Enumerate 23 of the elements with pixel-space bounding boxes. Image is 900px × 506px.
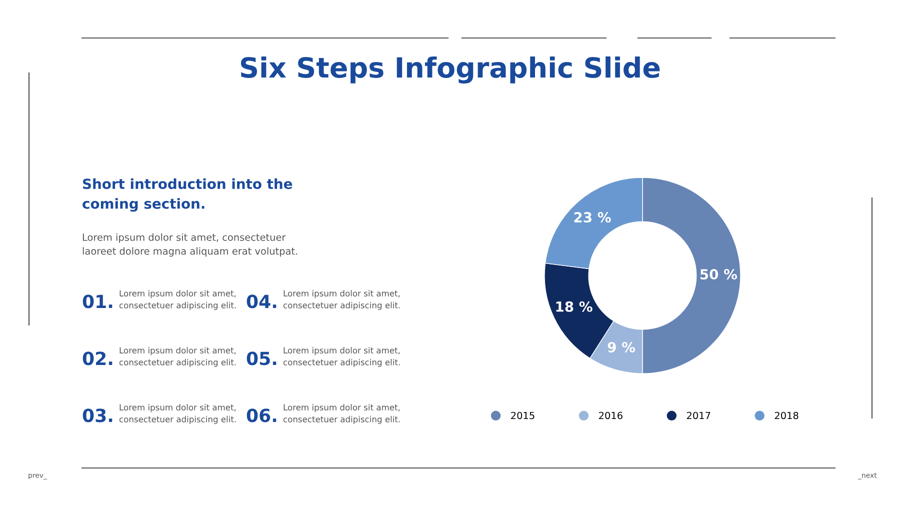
text: 03. — [82, 408, 112, 422]
text: Lorem ipsum dolor sit amet, consectetuer adipiscing elit. — [119, 404, 236, 424]
data-label: 18 % — [556, 301, 592, 312]
data-label: 23 % — [574, 212, 611, 223]
text: Lorem ipsum dolor sit amet, consectetuer adipiscing elit. — [119, 290, 236, 310]
text: 04. — [246, 294, 276, 308]
text: Lorem ipsum dolor sit amet, consectetuer laoreet dolore magna aliquam erat volutpat. — [82, 233, 298, 257]
text: Lorem ipsum dolor sit amet, consectetuer adipiscing elit. — [283, 347, 400, 367]
text: Lorem ipsum dolor sit amet, consectetuer adipiscing elit. — [283, 290, 400, 310]
text: 01. — [82, 294, 112, 308]
text: Short introduction into the coming section. — [82, 178, 292, 212]
text: 02. — [82, 352, 112, 366]
data-label: 9 % — [608, 342, 636, 352]
legend-label: 2016 — [599, 412, 622, 420]
data-label: 50 % — [700, 269, 738, 280]
text: Lorem ipsum dolor sit amet, consectetuer adipiscing elit. — [119, 347, 236, 367]
legend-label: 2017 — [686, 412, 710, 420]
text: Lorem ipsum dolor sit amet, consectetuer adipiscing elit. — [283, 404, 400, 424]
text: 06. — [246, 408, 276, 422]
legend-label: 2015 — [511, 412, 534, 420]
text: 05. — [246, 352, 276, 366]
chart-title: Six Steps Infographic Slide — [240, 56, 660, 84]
legend-label: 2018 — [774, 412, 798, 420]
